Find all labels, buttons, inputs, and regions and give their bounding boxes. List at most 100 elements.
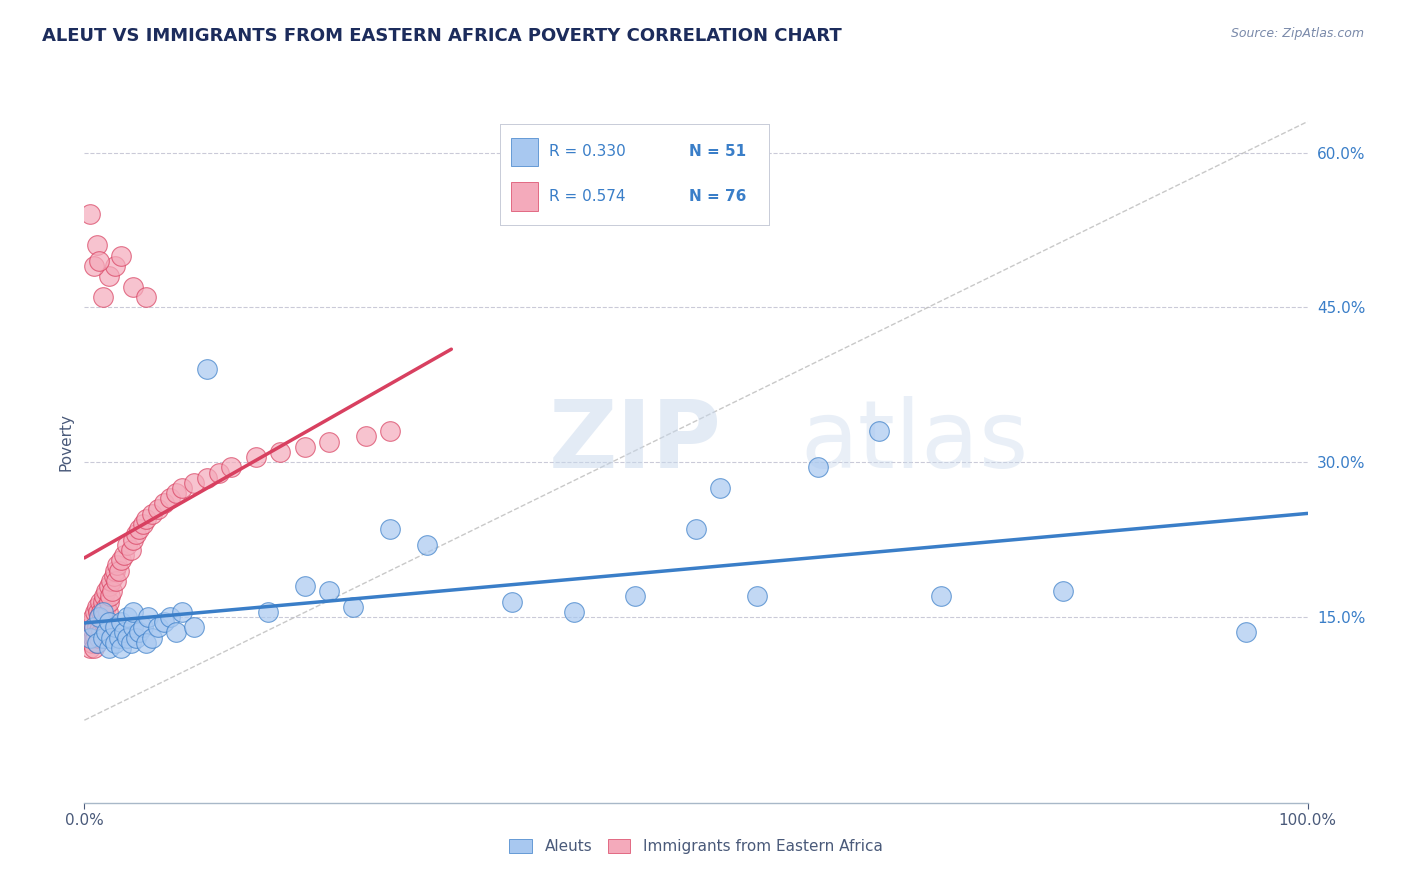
Point bbox=[219, 460, 242, 475]
Point bbox=[208, 466, 231, 480]
Point bbox=[91, 631, 114, 645]
Point bbox=[100, 631, 122, 645]
Point bbox=[112, 548, 135, 562]
Point bbox=[103, 568, 125, 582]
Point bbox=[172, 605, 194, 619]
Point bbox=[79, 620, 101, 634]
Point bbox=[120, 636, 142, 650]
Point bbox=[107, 631, 129, 645]
Point bbox=[128, 625, 150, 640]
Point bbox=[502, 594, 524, 608]
Point bbox=[89, 594, 111, 608]
Point bbox=[122, 620, 145, 634]
Point bbox=[709, 481, 731, 495]
Point bbox=[115, 631, 138, 645]
Point bbox=[132, 620, 155, 634]
Point bbox=[91, 594, 114, 608]
Point bbox=[98, 590, 121, 604]
Point bbox=[146, 501, 169, 516]
Point bbox=[125, 527, 148, 541]
Point bbox=[183, 620, 205, 634]
Point bbox=[172, 481, 194, 495]
Point bbox=[87, 610, 110, 624]
Point bbox=[318, 434, 340, 449]
Point bbox=[97, 615, 120, 630]
Point bbox=[165, 486, 187, 500]
Point bbox=[380, 424, 402, 438]
Point bbox=[97, 640, 120, 655]
Point bbox=[84, 605, 107, 619]
Point bbox=[101, 584, 124, 599]
Point bbox=[94, 615, 117, 630]
Point bbox=[624, 590, 647, 604]
Point bbox=[93, 590, 115, 604]
Point bbox=[104, 259, 127, 273]
Point bbox=[135, 290, 157, 304]
Point bbox=[93, 610, 115, 624]
Point bbox=[91, 615, 114, 630]
Point bbox=[122, 279, 145, 293]
Legend: Aleuts, Immigrants from Eastern Africa: Aleuts, Immigrants from Eastern Africa bbox=[503, 833, 889, 860]
Point bbox=[104, 620, 127, 634]
Point bbox=[141, 507, 163, 521]
Point bbox=[135, 512, 157, 526]
Point bbox=[83, 620, 105, 634]
Y-axis label: Poverty: Poverty bbox=[58, 412, 73, 471]
Text: ALEUT VS IMMIGRANTS FROM EASTERN AFRICA POVERTY CORRELATION CHART: ALEUT VS IMMIGRANTS FROM EASTERN AFRICA … bbox=[42, 27, 842, 45]
Point bbox=[342, 599, 364, 614]
Point bbox=[97, 269, 120, 284]
Point bbox=[195, 362, 218, 376]
Point bbox=[128, 522, 150, 536]
Point bbox=[1052, 584, 1074, 599]
Point bbox=[380, 522, 402, 536]
Point bbox=[159, 491, 181, 506]
Point bbox=[90, 625, 112, 640]
Point bbox=[105, 558, 128, 573]
Point bbox=[929, 590, 952, 604]
Point bbox=[97, 605, 120, 619]
Point bbox=[269, 445, 291, 459]
Point bbox=[83, 640, 105, 655]
Point bbox=[107, 564, 129, 578]
Point bbox=[245, 450, 267, 464]
Point bbox=[141, 631, 163, 645]
Point bbox=[79, 631, 101, 645]
Point bbox=[195, 471, 218, 485]
Point bbox=[89, 620, 111, 634]
Point bbox=[183, 475, 205, 490]
Point bbox=[1236, 625, 1258, 640]
Point bbox=[120, 542, 142, 557]
Point bbox=[86, 620, 108, 634]
Point bbox=[100, 574, 122, 588]
Point bbox=[84, 631, 107, 645]
Point bbox=[354, 429, 377, 443]
Point bbox=[96, 599, 118, 614]
Point bbox=[87, 631, 110, 645]
Point bbox=[80, 615, 103, 630]
Point bbox=[159, 610, 181, 624]
Point bbox=[91, 290, 114, 304]
Point bbox=[153, 496, 176, 510]
Point bbox=[97, 579, 120, 593]
Point bbox=[294, 440, 316, 454]
Text: ZIP: ZIP bbox=[550, 395, 723, 488]
Point bbox=[153, 615, 176, 630]
Point bbox=[416, 538, 439, 552]
Point bbox=[83, 259, 105, 273]
Point bbox=[77, 625, 100, 640]
Point bbox=[97, 594, 120, 608]
Point bbox=[122, 533, 145, 547]
Text: atlas: atlas bbox=[800, 395, 1028, 488]
Point bbox=[110, 553, 132, 567]
Point bbox=[294, 579, 316, 593]
Point bbox=[110, 249, 132, 263]
Point bbox=[125, 631, 148, 645]
Point bbox=[115, 610, 138, 624]
Point bbox=[136, 610, 159, 624]
Point bbox=[86, 238, 108, 252]
Point bbox=[132, 517, 155, 532]
Point bbox=[135, 636, 157, 650]
Point bbox=[104, 636, 127, 650]
Point bbox=[318, 584, 340, 599]
Point bbox=[80, 636, 103, 650]
